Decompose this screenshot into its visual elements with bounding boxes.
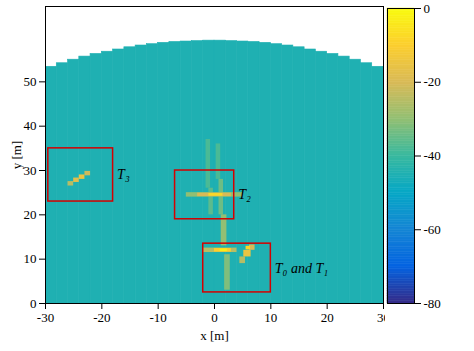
svg-text:-30: -30: [37, 310, 54, 325]
svg-text:30: 30: [24, 163, 37, 178]
svg-text:50: 50: [24, 74, 37, 89]
svg-text:10: 10: [264, 310, 277, 325]
svg-text:0: 0: [211, 310, 218, 325]
svg-text:20: 20: [321, 310, 334, 325]
svg-text:T₀ and T₁: T₀ and T₁: [275, 261, 328, 276]
svg-text:-10: -10: [149, 310, 166, 325]
svg-text:T₃: T₃: [117, 167, 130, 182]
svg-text:40: 40: [24, 118, 37, 133]
svg-text:0: 0: [30, 296, 37, 311]
svg-text:-20: -20: [424, 74, 441, 89]
svg-text:-60: -60: [424, 222, 441, 237]
svg-text:10: 10: [24, 251, 37, 266]
svg-text:30: 30: [377, 310, 385, 325]
svg-text:-40: -40: [424, 148, 441, 163]
svg-text:y [m]: y [m]: [9, 141, 24, 170]
svg-text:x [m]: x [m]: [200, 328, 229, 343]
svg-text:T₂: T₂: [238, 187, 251, 202]
svg-text:-80: -80: [424, 296, 441, 311]
svg-text:-20: -20: [93, 310, 110, 325]
svg-text:0: 0: [424, 1, 431, 16]
svg-text:20: 20: [24, 207, 37, 222]
